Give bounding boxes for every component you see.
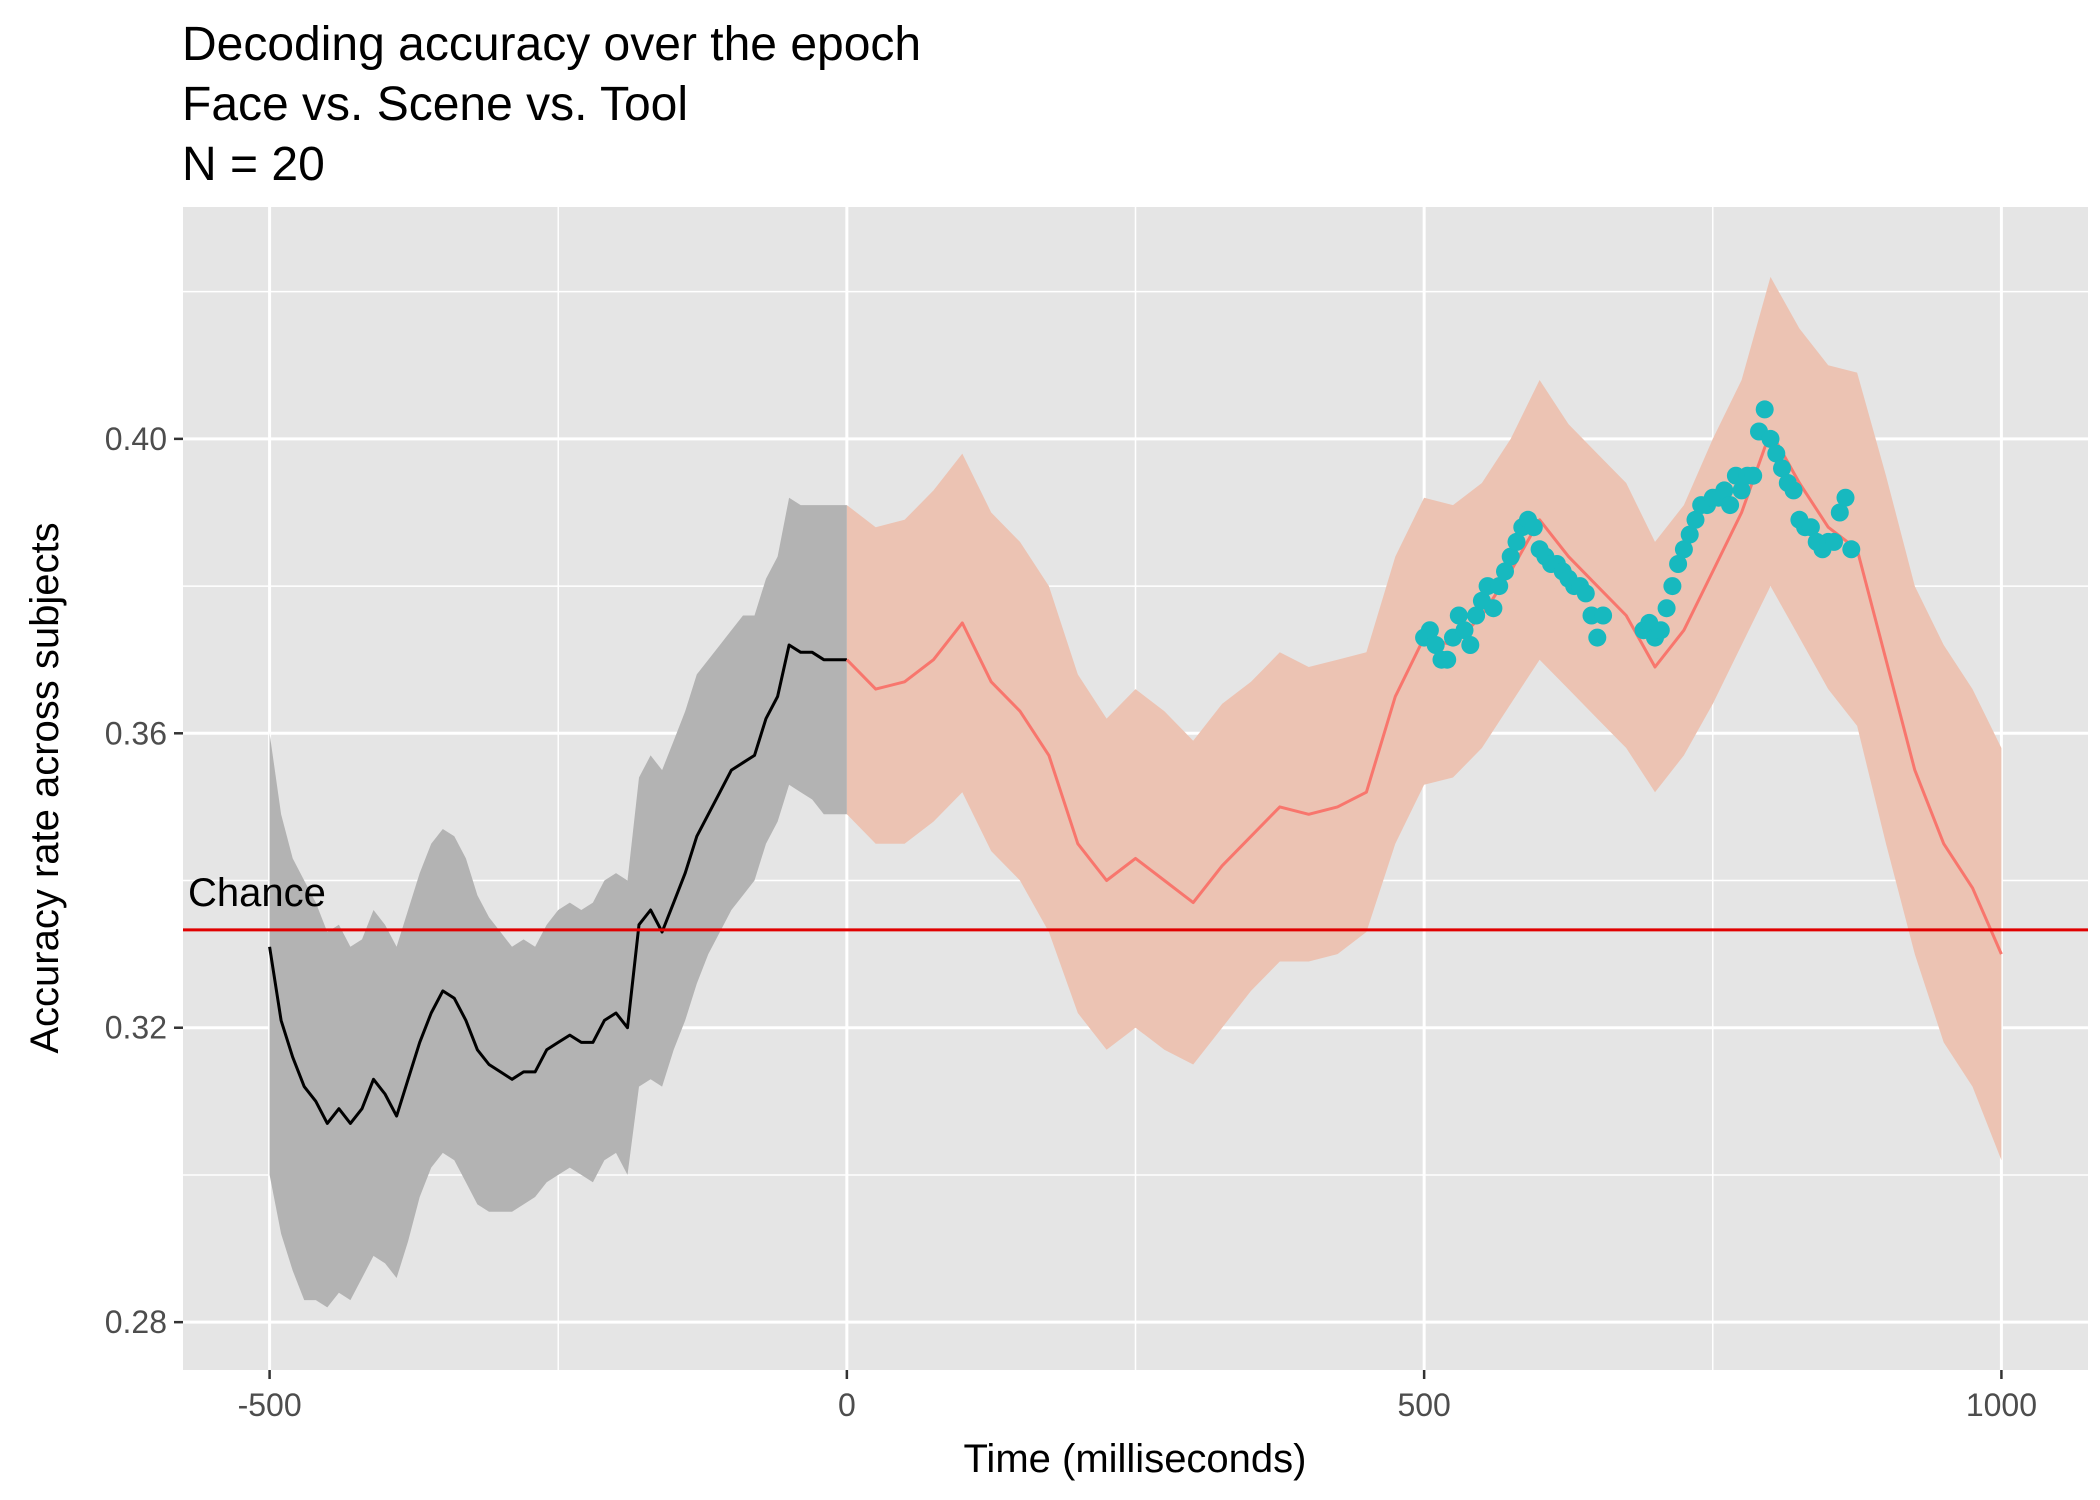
x-tick-label: -500 xyxy=(238,1387,302,1423)
significant-point xyxy=(1507,532,1526,551)
y-tick-label: 0.40 xyxy=(105,421,167,457)
significant-point xyxy=(1455,621,1474,640)
x-axis-title: Time (milliseconds) xyxy=(963,1437,1306,1481)
y-tick-label: 0.32 xyxy=(105,1010,167,1046)
significant-point xyxy=(1721,496,1740,515)
significant-point xyxy=(1594,606,1613,625)
significant-point xyxy=(1686,510,1705,529)
significant-point xyxy=(1801,518,1820,537)
y-axis: 0.28 0.32 0.36 0.40 xyxy=(105,421,183,1340)
significant-point xyxy=(1755,400,1774,419)
significant-point xyxy=(1674,540,1693,559)
significant-point xyxy=(1651,621,1670,640)
significant-point xyxy=(1657,599,1676,618)
significant-point xyxy=(1836,488,1855,507)
significant-point xyxy=(1744,466,1763,485)
significant-point xyxy=(1576,584,1595,603)
significant-point xyxy=(1588,628,1607,647)
significant-point xyxy=(1767,444,1786,463)
significant-point xyxy=(1680,525,1699,544)
chart-title-line-3: N = 20 xyxy=(182,138,325,191)
baseline-ribbon xyxy=(269,497,847,1308)
significant-point xyxy=(1490,577,1509,596)
significant-point xyxy=(1449,606,1468,625)
significant-point xyxy=(1484,599,1503,618)
x-tick-label: 0 xyxy=(838,1387,856,1423)
y-tick-label: 0.36 xyxy=(105,715,167,751)
significant-point xyxy=(1761,429,1780,448)
significant-point xyxy=(1773,459,1791,478)
chance-label: Chance xyxy=(188,871,326,915)
significant-point xyxy=(1842,540,1861,559)
x-tick-label: 500 xyxy=(1397,1387,1450,1423)
chart-title: Decoding accuracy over the epoch Face vs… xyxy=(182,18,921,191)
significant-point xyxy=(1669,555,1688,573)
significant-point xyxy=(1496,562,1514,581)
y-tick-label: 0.28 xyxy=(105,1304,167,1340)
significant-point xyxy=(1467,606,1486,625)
significant-point xyxy=(1426,636,1445,654)
chart-title-line-1: Decoding accuracy over the epoch xyxy=(182,18,921,71)
significant-point xyxy=(1420,621,1439,640)
significant-point xyxy=(1830,503,1849,522)
significant-point xyxy=(1461,636,1480,654)
significant-point xyxy=(1732,481,1751,500)
significant-points xyxy=(1415,400,1861,669)
significant-point xyxy=(1825,532,1843,551)
x-axis: -500 0 500 1000 xyxy=(238,1370,2037,1423)
significant-point xyxy=(1501,547,1520,566)
chart-title-line-2: Face vs. Scene vs. Tool xyxy=(182,78,688,131)
y-axis-title: Accuracy rate across subjects xyxy=(23,522,67,1053)
significant-point xyxy=(1438,650,1457,669)
significant-point xyxy=(1784,481,1803,500)
significant-point xyxy=(1663,577,1682,596)
significant-point xyxy=(1524,518,1543,537)
baseline-line xyxy=(268,643,847,1125)
significant-point xyxy=(1715,481,1734,500)
x-tick-label: 1000 xyxy=(1966,1387,2037,1423)
